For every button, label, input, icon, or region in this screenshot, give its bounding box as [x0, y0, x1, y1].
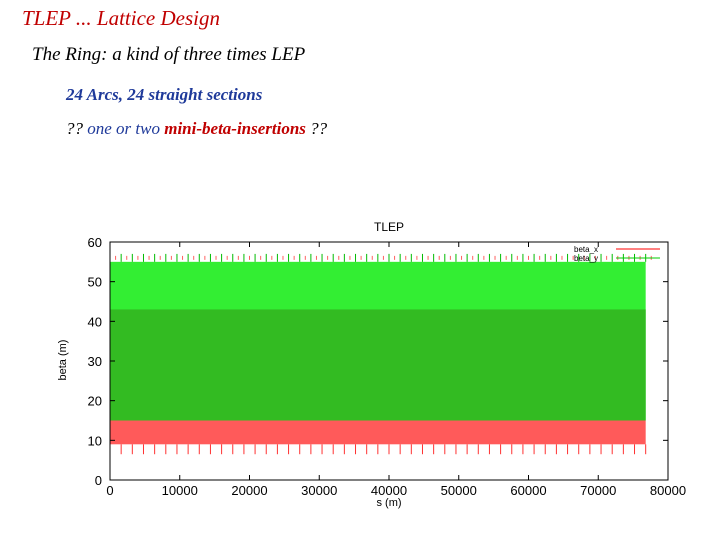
y-tick-label: 40 [88, 314, 102, 329]
bullet-insertions: ?? one or two mini-beta-insertions ?? [66, 119, 327, 139]
y-tick-label: 60 [88, 235, 102, 250]
legend-label: beta_x [574, 245, 598, 254]
y-tick-label: 10 [88, 433, 102, 448]
x-axis-label: s (m) [376, 497, 401, 509]
axes: 0 10 20 30 40 50 60 0 10000 20000 30000 40000 50000 6… [88, 235, 687, 498]
legend-label: beta_y [574, 254, 598, 263]
slide-subtitle: The Ring: a kind of three times LEP [32, 44, 306, 65]
series-beta-y-core [110, 309, 646, 421]
bullet-arcs: 24 Arcs, 24 straight sections [66, 85, 263, 104]
series-beta-x-band [110, 420, 646, 445]
beta-y-spikes [109, 253, 647, 262]
x-tick-label: 60000 [510, 483, 546, 498]
y-tick-label: 20 [88, 394, 102, 409]
bullet-insertions-part4: mini-beta-insertions [164, 119, 306, 138]
x-tick-label: 20000 [231, 483, 267, 498]
x-tick-label: 80000 [650, 483, 686, 498]
bullet-insertions-part5: ?? [305, 119, 328, 138]
plot-area [109, 253, 652, 455]
x-tick-label: 0 [106, 483, 113, 498]
x-tick-label: 50000 [441, 483, 477, 498]
y-axis-label: beta (m) [57, 340, 69, 381]
chart-title: TLEP [374, 220, 404, 234]
x-tick-label: 30000 [301, 483, 337, 498]
x-tick-label: 70000 [580, 483, 616, 498]
y-tick-label: 50 [88, 275, 102, 290]
slide-title: TLEP ... Lattice Design [22, 6, 220, 30]
bullet-insertions-part2: one or two [87, 119, 165, 138]
y-tick-label: 30 [88, 354, 102, 369]
x-tick-label: 10000 [162, 483, 198, 498]
y-tick-label: 0 [95, 473, 102, 488]
beta-function-chart: TLEP s (m) beta (m) 0 10 20 30 40 50 60 0 10000 2… [57, 220, 687, 509]
x-tick-label: 40000 [371, 483, 407, 498]
bullet-insertions-part1: ?? [66, 119, 88, 138]
